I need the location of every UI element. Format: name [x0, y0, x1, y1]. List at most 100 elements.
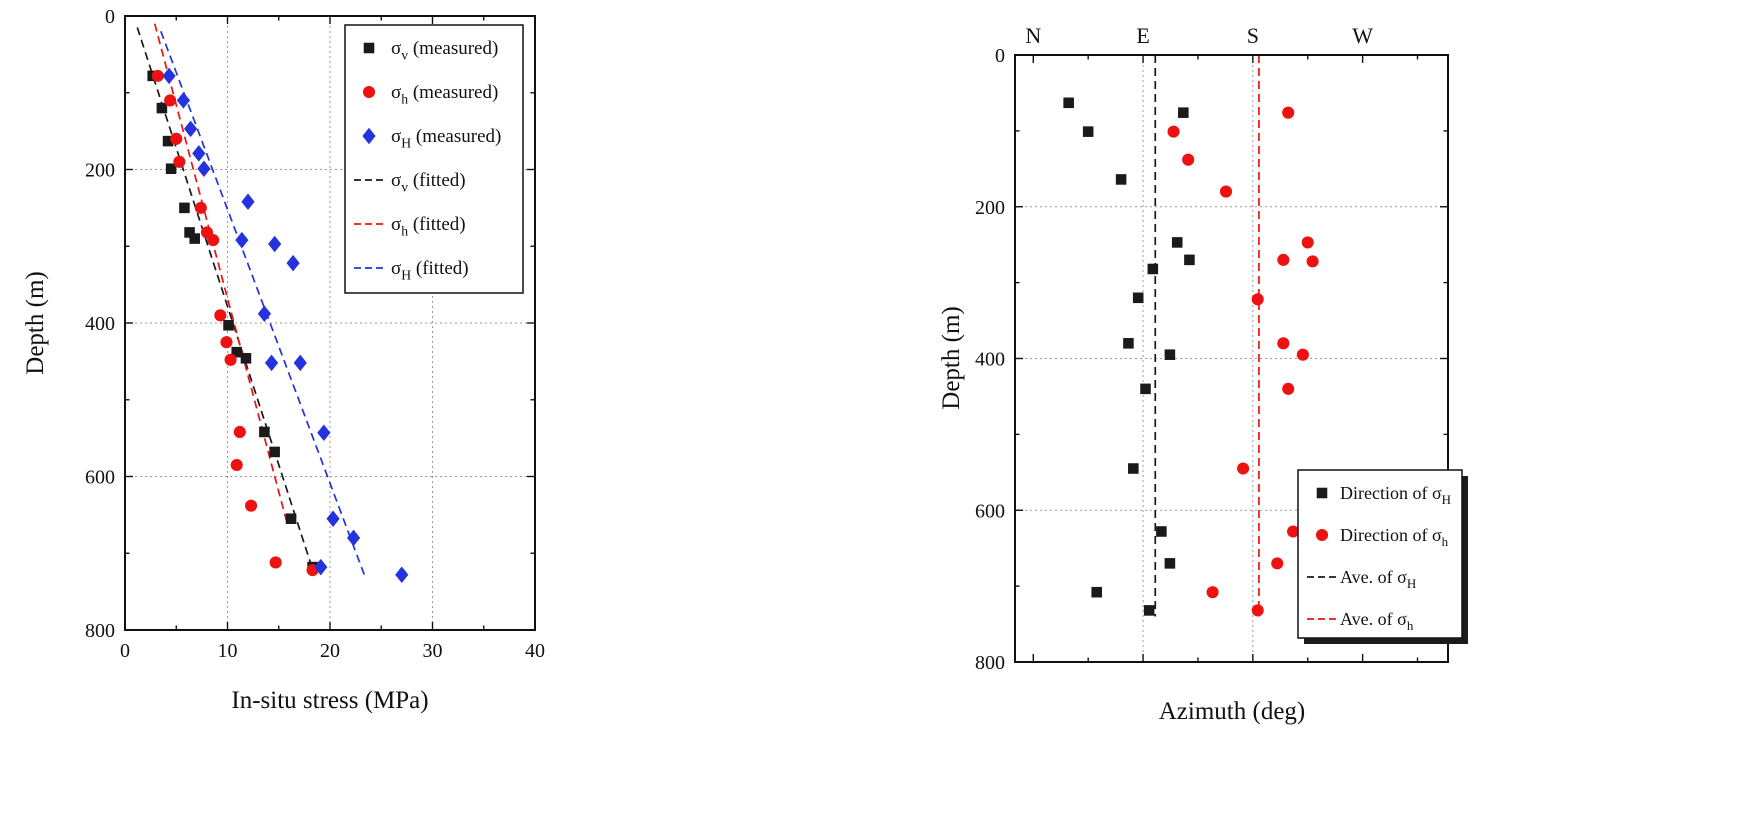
tspan-shape: (fitted): [411, 258, 469, 279]
data-point: [317, 424, 331, 442]
tspan-shape: h: [401, 223, 408, 238]
tspan-shape: H: [401, 267, 411, 282]
data-point: [1182, 153, 1195, 166]
data-point: [259, 426, 270, 438]
y-tick-label: 800: [85, 620, 115, 642]
data-point: [285, 513, 297, 524]
data-point: [231, 346, 243, 358]
data-point: [1287, 525, 1300, 538]
data-point: [162, 135, 174, 147]
data-point: [395, 566, 409, 583]
data-point: [314, 558, 328, 576]
data-point: [223, 320, 234, 331]
x-tick-label: E: [1136, 23, 1149, 48]
legend-label: σH (fitted): [391, 258, 469, 282]
circle-marker: [1315, 528, 1329, 542]
data-point: [269, 446, 280, 458]
data-point: [1306, 255, 1319, 268]
data-point: [1178, 107, 1189, 118]
data-point: [1091, 586, 1103, 598]
line-shape: [160, 31, 366, 577]
tick-labels: 0 200 400 600 800 N E S W: [975, 23, 1373, 674]
legend-entry: Direction of σh: [1315, 525, 1449, 549]
axis-ticks: [124, 15, 536, 631]
data-point: [1219, 185, 1233, 198]
legend-label: σv (fitted): [391, 170, 466, 194]
data-point: [194, 201, 207, 214]
data-point: [268, 235, 282, 253]
tspan-shape: Ave. of σ: [1340, 567, 1407, 587]
data-point: [1301, 236, 1314, 249]
series-direction-sigma-h: [1167, 106, 1319, 617]
data-point: [224, 353, 237, 366]
series-sigma-H-measured: [162, 67, 409, 583]
diamond-marker: [362, 127, 376, 145]
tspan-shape: (measured): [408, 38, 498, 59]
legend-label: Ave. of σH: [1340, 567, 1416, 591]
tspan-shape: (measured): [408, 82, 498, 103]
tspan-shape: h: [1407, 618, 1414, 633]
y-tick-label: 200: [85, 160, 115, 182]
data-point: [214, 309, 227, 322]
legend-entry: σv (measured): [363, 38, 498, 62]
data-point: [151, 69, 164, 82]
legend-label: σh (measured): [391, 82, 498, 106]
y-tick-label: 200: [975, 197, 1005, 219]
data-point: [240, 353, 252, 364]
x-tick-label: 10: [218, 640, 238, 662]
legend-entry: Ave. of σh: [1307, 609, 1414, 633]
tspan-shape: σ: [391, 214, 401, 235]
data-point: [1132, 292, 1144, 304]
data-point: [241, 193, 255, 210]
data-point: [184, 120, 198, 138]
data-point: [1282, 106, 1295, 119]
data-point: [286, 254, 300, 272]
legend-entry: σh (measured): [362, 82, 498, 106]
series-sigma-v-measured: [147, 70, 318, 573]
data-point: [293, 354, 307, 372]
legend-entry: σH (measured): [362, 126, 501, 150]
legend-label: Ave. of σh: [1340, 609, 1414, 633]
tspan-shape: σ: [391, 82, 401, 103]
data-point: [269, 556, 282, 569]
tspan-shape: v: [401, 47, 408, 62]
tspan-shape: v: [401, 179, 408, 194]
data-point: [264, 354, 279, 372]
legend-label: σh (fitted): [391, 214, 466, 238]
data-point: [156, 102, 168, 114]
tspan-shape: Ave. of σ: [1340, 609, 1407, 629]
data-point: [1164, 558, 1176, 569]
tspan-shape: H: [1442, 492, 1451, 507]
x-tick-label: 0: [120, 640, 130, 662]
data-point: [1277, 253, 1290, 266]
data-point: [162, 67, 176, 85]
data-point: [1171, 237, 1183, 248]
data-point: [1128, 463, 1139, 474]
tspan-shape: σ: [391, 126, 401, 147]
data-point: [1277, 337, 1290, 350]
data-point: [1282, 382, 1295, 395]
data-point: [1164, 349, 1176, 360]
data-point: [245, 499, 258, 512]
data-point: [257, 305, 271, 323]
legend: σv (measured)σh (measured)σH (measured)σ…: [344, 24, 524, 294]
fit-line-sigma-H-fitted: [160, 31, 366, 577]
data-point: [230, 458, 243, 472]
data-point: [207, 234, 220, 247]
y-tick-label: 600: [85, 467, 115, 489]
y-tick-label: 800: [975, 652, 1005, 674]
legend-label: Direction of σH: [1340, 483, 1451, 507]
data-point: [1140, 383, 1151, 395]
fit-line-sigma-v-fitted: [136, 27, 315, 573]
square-marker: [363, 42, 375, 54]
legend-entry: σh (fitted): [354, 214, 466, 238]
data-point: [189, 233, 200, 244]
legend-label: σH (measured): [391, 126, 501, 150]
data-point: [184, 227, 195, 238]
data-point: [1156, 526, 1167, 537]
y-tick-label: 400: [975, 349, 1005, 371]
